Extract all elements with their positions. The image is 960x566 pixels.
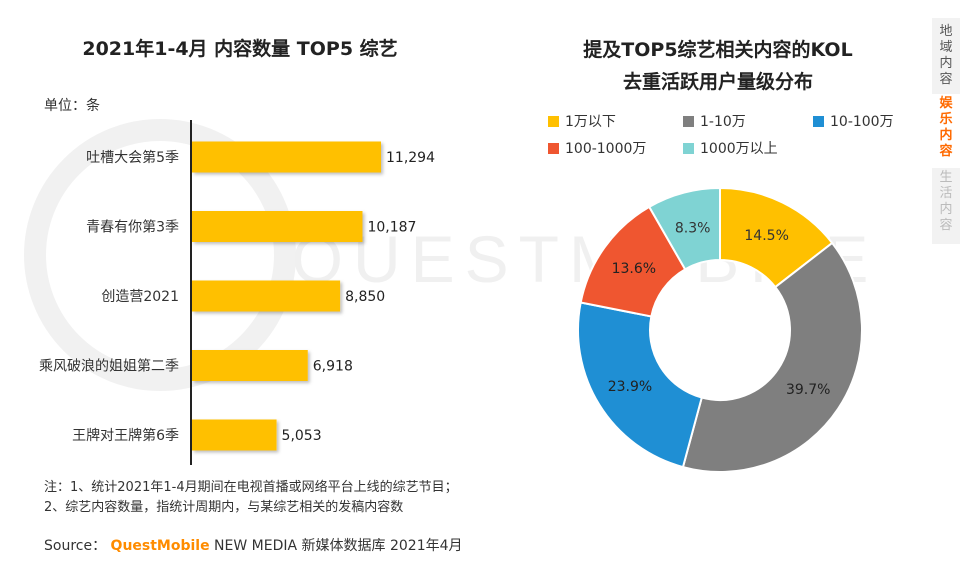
bar-value-label: 6,918 <box>313 359 353 375</box>
legend-swatch <box>548 142 559 154</box>
donut-chart-title: 提及TOP5综艺相关内容的KOL 去重活跃用户量级分布 <box>548 34 888 98</box>
bar-value-label: 10,187 <box>367 220 416 236</box>
donut-value-label: 13.6% <box>612 261 656 277</box>
side-tab[interactable]: 地域内容 <box>939 24 953 87</box>
bar-category-label: 乘风破浪的姐姐第二季 <box>39 358 179 375</box>
bar <box>192 141 381 173</box>
legend-label: 1000万以上 <box>700 141 778 157</box>
bar <box>192 350 308 381</box>
donut-chart: 14.5% 39.7% 23.9% 13.6% 8.3% <box>577 186 863 473</box>
donut-slice <box>577 301 703 469</box>
bar-category-label: 创造营2021 <box>101 289 179 305</box>
donut-value-label: 39.7% <box>786 382 830 398</box>
donut-value-label: 23.9% <box>608 379 652 395</box>
legend-item: 10-100万 <box>813 111 894 131</box>
donut-slice <box>647 186 721 271</box>
bar <box>192 211 363 242</box>
side-tab[interactable]: 生活内容 <box>939 170 953 233</box>
bar <box>192 419 277 451</box>
donut-title-line2: 去重活跃用户量级分布 <box>622 71 813 93</box>
donut-slice <box>681 241 863 473</box>
note-line-1: 注：1、统计2021年1-4月期间在电视首播或网络平台上线的综艺节目； <box>44 480 458 495</box>
bar-value-label: 5,053 <box>282 428 322 444</box>
donut-value-label: 14.5% <box>744 228 788 244</box>
legend-item: 1-10万 <box>683 111 746 131</box>
note-line-2: 2、综艺内容数量，指统计周期内，与某综艺相关的发稿内容数 <box>44 500 404 515</box>
notes: 注：1、统计2021年1-4月期间在电视首播或网络平台上线的综艺节目； 2、综艺… <box>44 478 458 518</box>
legend-swatch <box>813 115 824 127</box>
bar-chart-unit: 单位：条 <box>44 98 100 114</box>
bar-category-label: 王牌对王牌第6季 <box>72 427 179 444</box>
source-line: Source： QuestMobile NEW MEDIA 新媒体数据库 202… <box>44 535 463 555</box>
bar-category-label: 青春有你第3季 <box>86 219 179 236</box>
legend-label: 10-100万 <box>830 114 894 130</box>
legend-label: 100-1000万 <box>565 141 647 157</box>
bar-chart: 吐槽大会第5季 11,294 青春有你第3季 10,187 创造营2021 8,850 乘风… <box>39 120 435 465</box>
legend-label: 1-10万 <box>700 114 746 130</box>
bar-category-label: 吐槽大会第5季 <box>86 149 179 166</box>
donut-title-line1: 提及TOP5综艺相关内容的KOL <box>583 39 853 61</box>
legend-item: 1万以下 <box>548 111 616 131</box>
donut-value-label: 8.3% <box>675 221 711 237</box>
source-prefix: Source： <box>44 538 107 554</box>
bar <box>192 280 341 312</box>
source-suffix: NEW MEDIA 新媒体数据库 2021年4月 <box>209 538 463 554</box>
side-tab[interactable]: 娱乐内容 <box>932 94 960 168</box>
bar-chart-title: 2021年1-4月 内容数量 TOP5 综艺 <box>82 38 398 60</box>
bar-value-label: 8,850 <box>345 289 385 305</box>
legend-swatch <box>683 142 694 154</box>
legend-item: 100-1000万 <box>548 138 646 158</box>
legend-item: 1000万以上 <box>683 138 778 158</box>
legend-label: 1万以下 <box>565 114 616 130</box>
bar-value-label: 11,294 <box>386 150 435 166</box>
source-brand: QuestMobile <box>110 538 210 554</box>
legend-swatch <box>683 115 694 127</box>
legend-swatch <box>548 115 559 127</box>
category-side-tabs: 地域内容娱乐内容生活内容 <box>932 18 960 244</box>
